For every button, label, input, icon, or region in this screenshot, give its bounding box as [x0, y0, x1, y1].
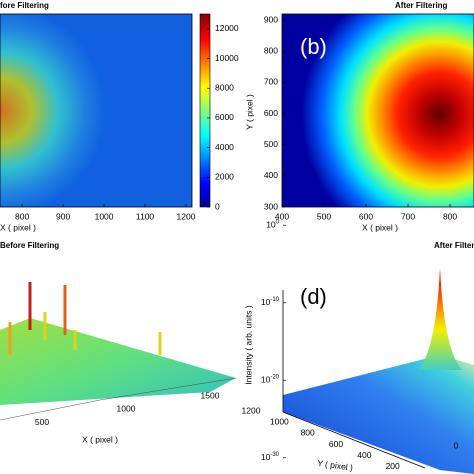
- tick-label: 1500: [201, 390, 220, 400]
- tick-label: 600: [264, 108, 278, 118]
- tick-label: 900: [56, 211, 70, 221]
- tick-label: 100: [266, 219, 279, 230]
- surface: [283, 355, 474, 474]
- panel-title: Before Filtering: [0, 241, 59, 250]
- panel-label: (b): [300, 34, 327, 59]
- tick-label: 800: [264, 46, 278, 56]
- y-axis: [282, 411, 426, 469]
- tick-label: 800: [301, 428, 315, 438]
- tick-label: 800: [15, 211, 29, 221]
- y-axis-label: Y ( pixel ): [317, 458, 354, 473]
- tick-label: 1000: [270, 416, 289, 426]
- panel-label: (d): [300, 284, 327, 309]
- peak: [418, 268, 462, 370]
- tick-label: 0: [419, 472, 424, 474]
- tick-label: 400: [357, 450, 371, 460]
- tick-label: 0: [215, 201, 220, 211]
- tick-label: 600: [329, 439, 343, 449]
- tick-label: 10-20: [261, 374, 280, 385]
- tick-label: 1200: [177, 211, 196, 221]
- tick-label: 0: [454, 440, 459, 450]
- x-axis: [0, 377, 237, 421]
- tick-label: 4000: [215, 142, 234, 152]
- x-axis-label: X ( pixel ): [82, 434, 118, 444]
- tick-label: 700: [264, 77, 278, 87]
- heatmap: [281, 13, 474, 208]
- panel-title: After Filtering: [434, 241, 474, 250]
- spikes: [8, 282, 162, 355]
- tick-label: 6000: [215, 112, 234, 122]
- tick-label: 1100: [136, 211, 155, 221]
- tick-label: 1000: [95, 211, 114, 221]
- tick-label: 500: [317, 211, 331, 221]
- tick-label: 400: [275, 211, 289, 221]
- tick-label: 12000: [215, 23, 239, 33]
- panel-title: fore Filtering: [0, 1, 49, 10]
- heatmap: [0, 13, 193, 208]
- tick-label: 10-30: [261, 451, 280, 462]
- tick-label: 900: [264, 14, 278, 24]
- z-axis-label: Intensity ( arb. units ): [243, 305, 253, 385]
- x-axis-label: X ( pixel ): [362, 222, 398, 232]
- x-axis-label: X ( pixel ): [0, 222, 36, 232]
- panel-title: After Filtering: [395, 1, 448, 10]
- tick-label: 1000: [117, 404, 136, 414]
- tick-label: 2000: [215, 172, 234, 182]
- tick-label: 600: [359, 211, 373, 221]
- tick-label: 400: [264, 170, 278, 180]
- tick-label: 300: [264, 201, 278, 211]
- surface: [0, 318, 236, 405]
- tick-label: 8000: [215, 82, 234, 92]
- tick-label: 1200: [242, 405, 261, 415]
- tick-label: 10000: [215, 53, 239, 63]
- tick-label: 800: [443, 211, 457, 221]
- tick-label: 10-10: [261, 296, 280, 307]
- y-axis-label: Y ( pixel ): [244, 94, 254, 130]
- tick-label: 200: [386, 461, 400, 471]
- tick-label: 700: [401, 211, 415, 221]
- colorbar: [199, 13, 211, 208]
- tick-label: 500: [264, 139, 278, 149]
- tick-label: 500: [35, 417, 49, 427]
